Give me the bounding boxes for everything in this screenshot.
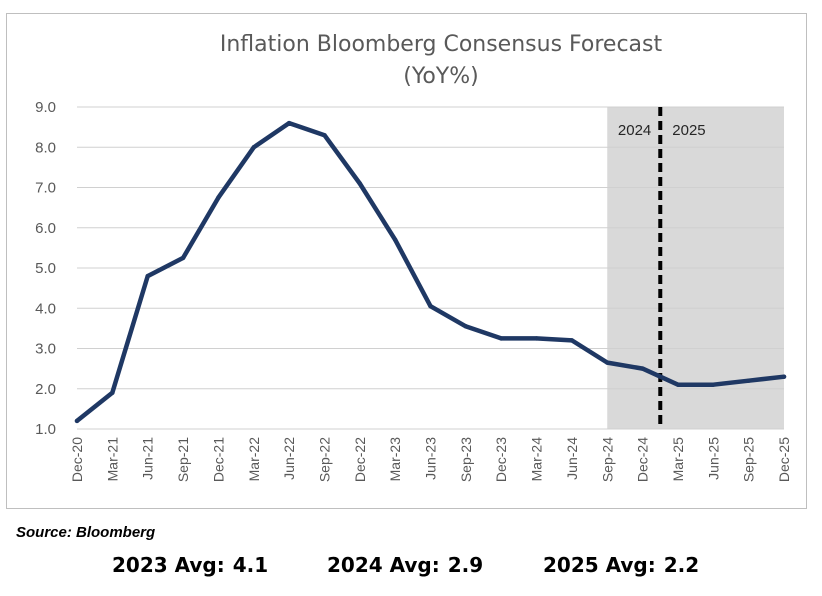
x-tick-label: Jun-25 <box>705 437 721 480</box>
data-point <box>570 338 574 342</box>
x-tick-label: Jun-23 <box>423 437 439 480</box>
x-tick-label: Mar-21 <box>104 437 120 482</box>
y-tick-label: 2.0 <box>35 381 56 398</box>
y-tick-label: 1.0 <box>35 421 56 438</box>
data-point <box>216 195 220 199</box>
data-point <box>110 391 114 395</box>
data-point <box>146 274 150 278</box>
data-point <box>534 336 538 340</box>
chart-subtitle: (YoY%) <box>403 64 479 89</box>
data-point <box>428 304 432 308</box>
avg-2024: 2024 Avg: 2.9 <box>327 553 483 577</box>
data-point <box>393 238 397 242</box>
avg-2023: 2023 Avg: 4.1 <box>112 553 268 577</box>
x-tick-label: Sep-24 <box>599 437 615 482</box>
y-tick-label: 9.0 <box>35 99 56 116</box>
x-tick-label: Sep-25 <box>741 437 757 482</box>
inflation-line-chart: 2024 2025 1.0 2.0 3.0 4.0 5.0 6.0 7.0 8.0 9.0 Dec-… <box>0 0 822 520</box>
data-point <box>358 181 362 185</box>
y-tick-label: 7.0 <box>35 180 56 197</box>
data-point <box>287 121 291 125</box>
avg-2025-value: 2.2 <box>664 553 699 577</box>
data-point <box>746 379 750 383</box>
data-point <box>676 383 680 387</box>
avg-2024-value: 2.9 <box>448 553 483 577</box>
y-tick-label: 5.0 <box>35 260 56 277</box>
data-point <box>640 366 644 370</box>
avg-2024-label: 2024 Avg: <box>327 553 440 577</box>
y-tick-label: 8.0 <box>35 139 56 156</box>
x-tick-label: Dec-20 <box>69 437 85 482</box>
chart-title: Inflation Bloomberg Consensus Forecast <box>220 32 663 57</box>
x-tick-label: Mar-24 <box>529 437 545 482</box>
x-tick-label: Mar-25 <box>670 437 686 482</box>
x-tick-label: Jun-21 <box>140 437 156 480</box>
data-point <box>181 256 185 260</box>
y-tick-label: 6.0 <box>35 220 56 237</box>
x-tick-label: Sep-22 <box>316 437 332 482</box>
x-tick-label: Dec-23 <box>493 437 509 482</box>
x-tick-label: Mar-23 <box>387 437 403 482</box>
avg-2023-value: 4.1 <box>233 553 268 577</box>
data-point <box>464 324 468 328</box>
x-tick-label: Jun-22 <box>281 437 297 480</box>
x-tick-label: Dec-25 <box>776 437 792 482</box>
x-tick-label: Sep-23 <box>458 437 474 482</box>
data-point <box>711 383 715 387</box>
x-tick-label: Sep-21 <box>175 437 191 482</box>
x-tick-label: Dec-21 <box>210 437 226 482</box>
avg-2025-label: 2025 Avg: <box>543 553 656 577</box>
x-tick-label: Jun-24 <box>564 437 580 480</box>
y-tick-label: 3.0 <box>35 341 56 358</box>
y-tick-label: 4.0 <box>35 300 56 317</box>
data-point <box>75 419 79 423</box>
source-note: Source: Bloomberg <box>16 524 155 541</box>
x-tick-label: Mar-22 <box>246 437 262 482</box>
data-point <box>252 145 256 149</box>
x-tick-label: Dec-22 <box>352 437 368 482</box>
data-point <box>499 336 503 340</box>
avg-2023-label: 2023 Avg: <box>112 553 225 577</box>
x-tick-label: Dec-24 <box>635 437 651 482</box>
data-point <box>782 374 786 378</box>
data-point <box>605 360 609 364</box>
year-label-left: 2024 <box>618 122 651 139</box>
avg-2025: 2025 Avg: 2.2 <box>543 553 699 577</box>
data-point <box>322 133 326 137</box>
year-label-right: 2025 <box>672 122 705 139</box>
